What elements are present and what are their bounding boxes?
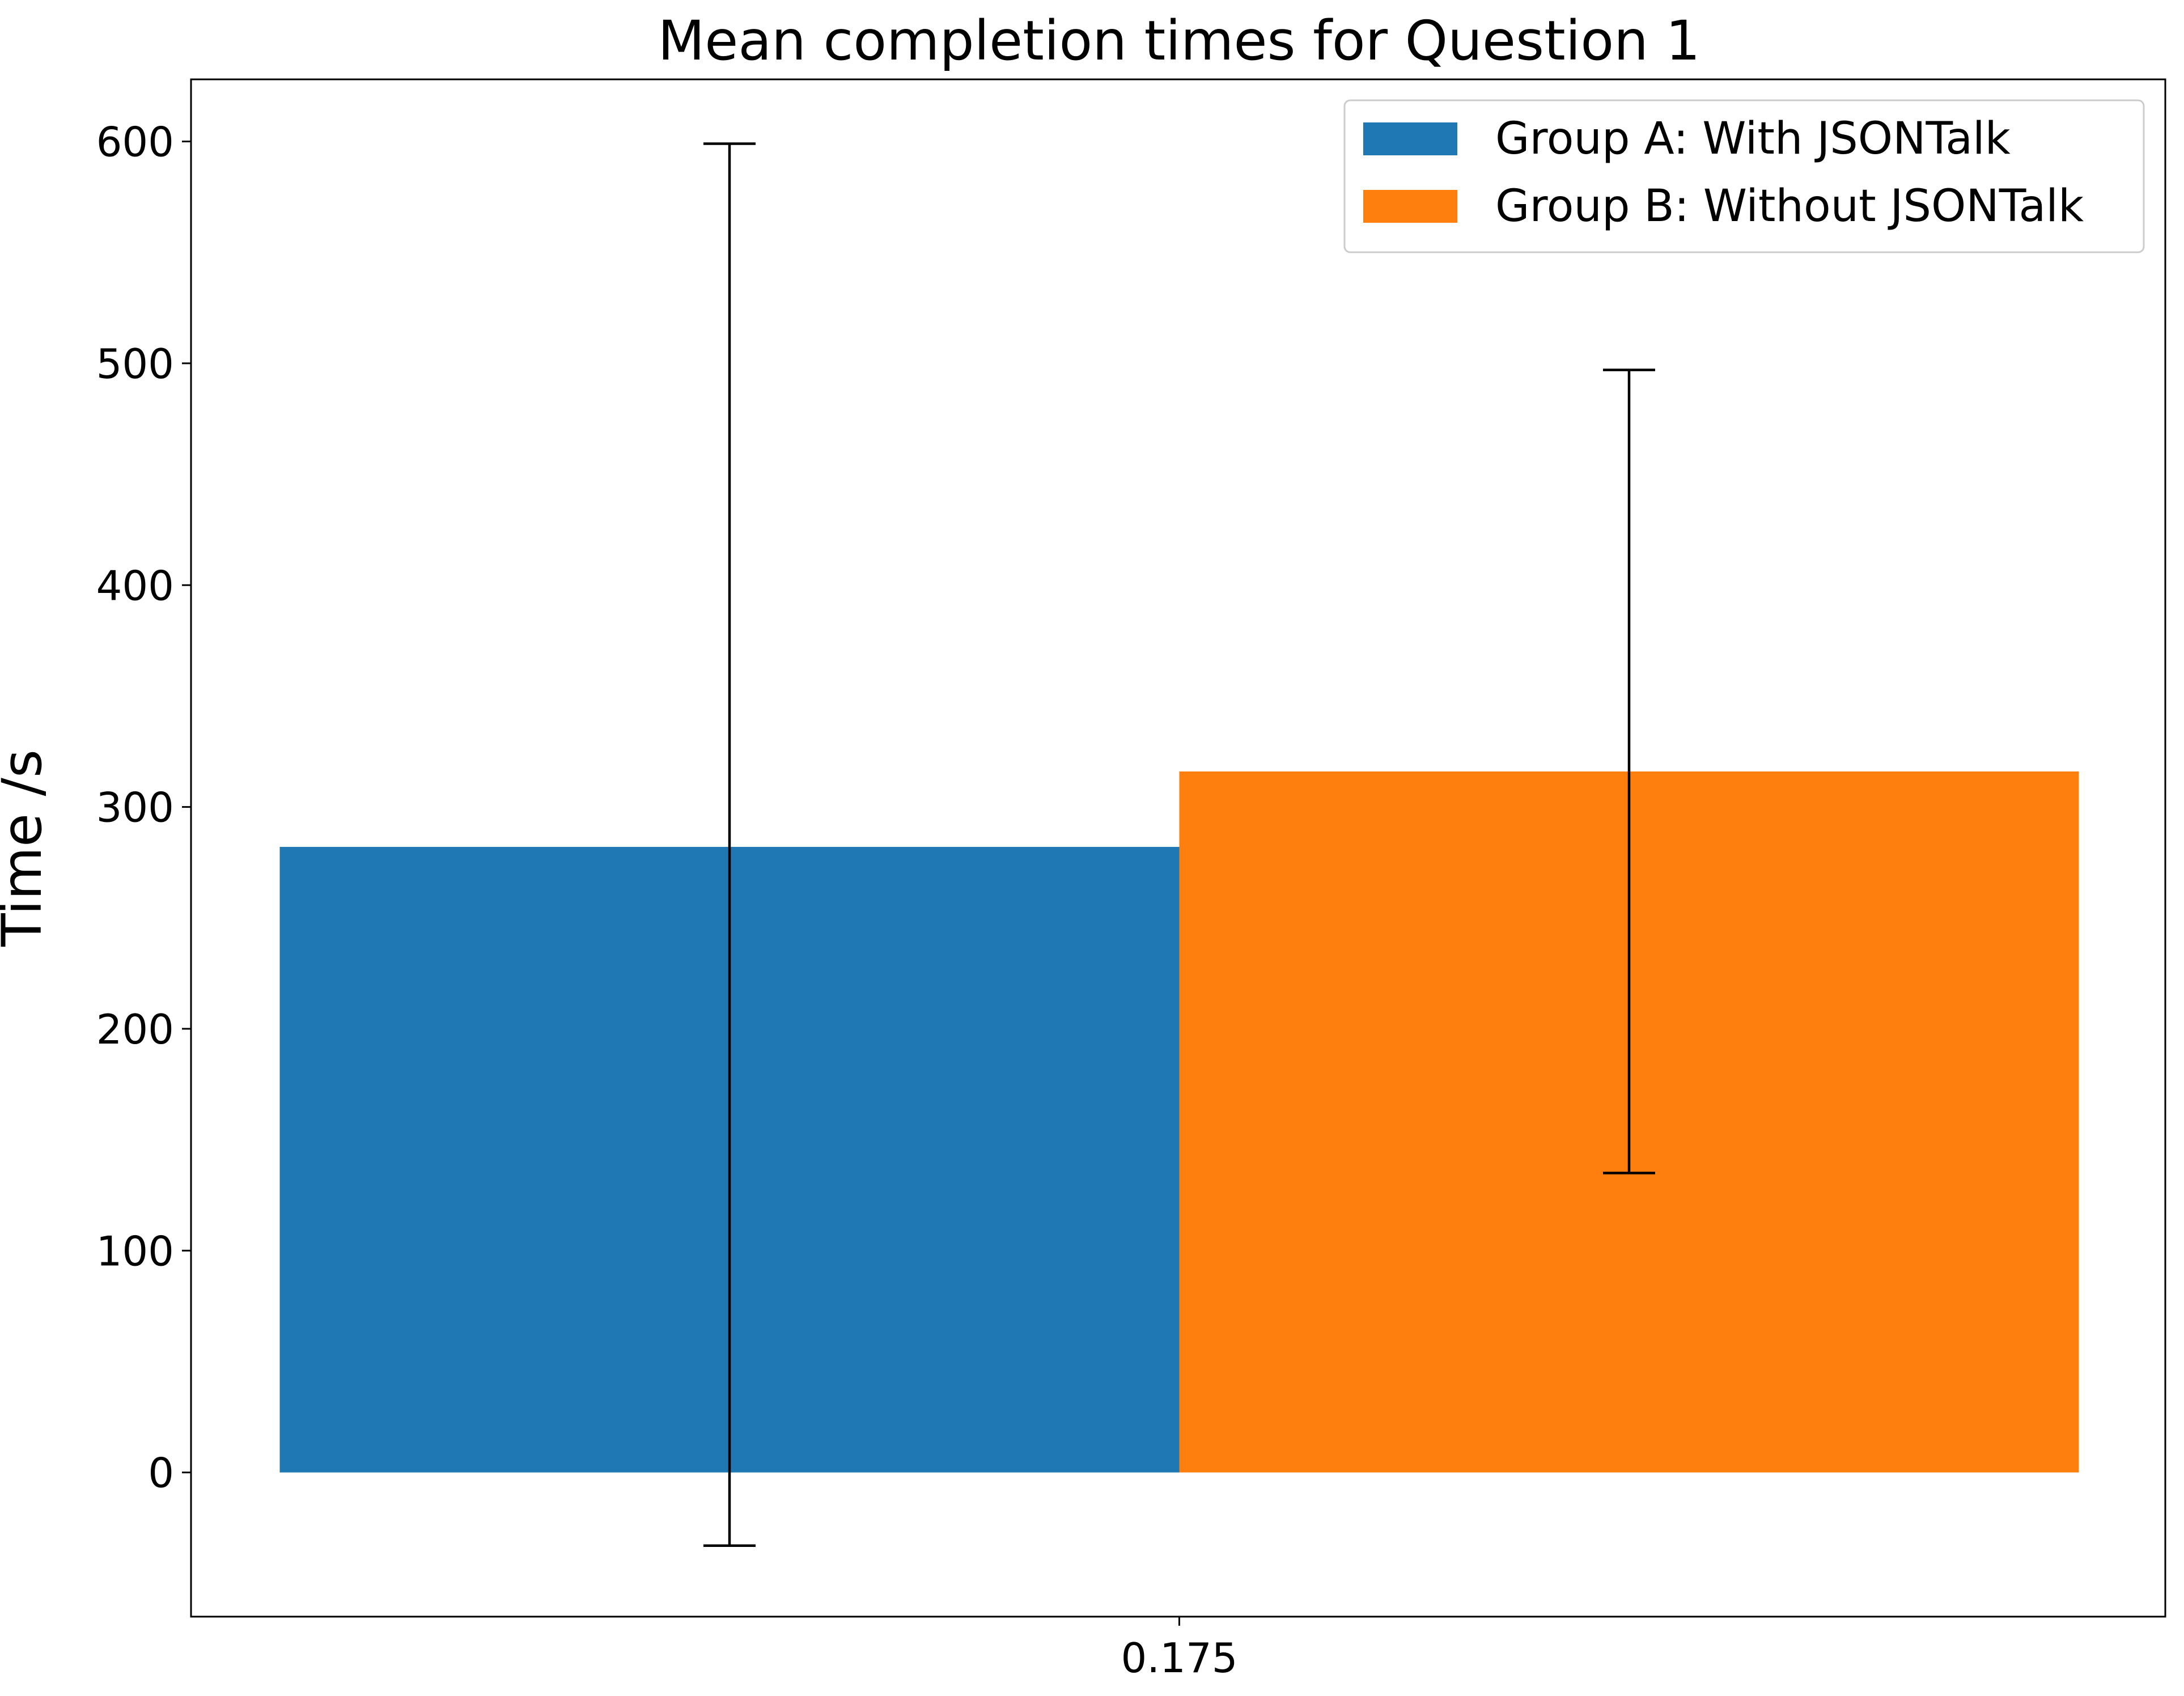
legend-swatch-group-b (1363, 190, 1457, 223)
y-axis-ticks: 0 100 200 300 400 500 600 (96, 118, 191, 1497)
x-axis-ticks: 0.175 (1121, 1617, 1238, 1682)
y-tick-label: 600 (96, 118, 174, 166)
chart-title: Mean completion times for Question 1 (658, 9, 1700, 73)
y-tick-label: 300 (96, 784, 174, 832)
legend-swatch-group-a (1363, 122, 1457, 155)
x-tick-label: 0.175 (1121, 1634, 1237, 1682)
legend-label-group-a: Group A: With JSONTalk (1495, 113, 2011, 164)
plot-frame (190, 78, 2166, 1618)
y-tick-label: 100 (96, 1227, 174, 1275)
y-tick-label: 400 (96, 562, 174, 609)
legend-frame (1343, 99, 2145, 253)
error-bars-layer (703, 142, 1655, 1547)
legend: Group A: With JSONTalk Group B: Without … (1343, 99, 2145, 253)
y-tick-label: 0 (148, 1449, 174, 1497)
bars-layer (279, 771, 2079, 1473)
error-bar-series-1 (703, 142, 756, 1547)
y-tick-label: 500 (96, 340, 174, 388)
y-axis-label: Time /s (0, 749, 54, 947)
y-tick-label: 200 (96, 1006, 174, 1053)
error-bar-series-2 (1603, 368, 1655, 1175)
legend-label-group-b: Group B: Without JSONTalk (1495, 181, 2084, 232)
